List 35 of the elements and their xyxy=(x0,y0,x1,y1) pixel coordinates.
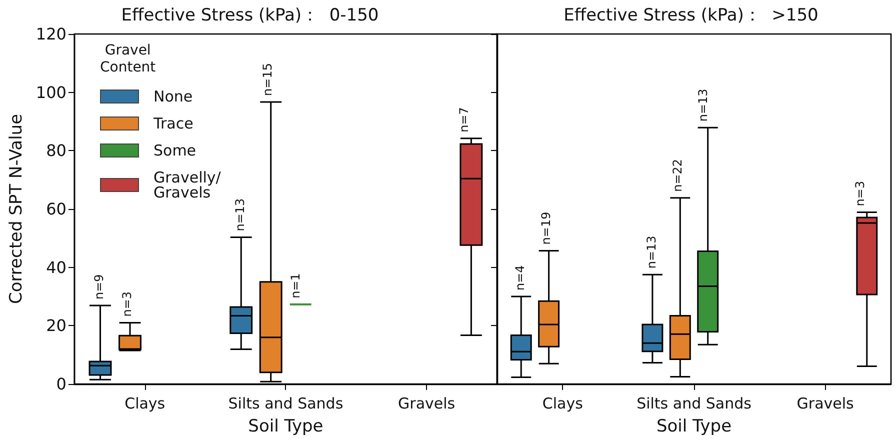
annotation: n=9 xyxy=(92,274,106,300)
annotation: n=7 xyxy=(456,107,471,132)
legend-label: Gravelly/ Gravels xyxy=(154,168,222,202)
annotation: n=15 xyxy=(260,63,275,96)
y-tick-label: 100 xyxy=(36,82,66,102)
x-tick-label: Silts and Sands xyxy=(228,394,344,412)
annotation: n=13 xyxy=(696,88,710,122)
annotation: n=1 xyxy=(288,273,302,298)
annotation: n=4 xyxy=(513,265,528,290)
x-tick-label: Gravels xyxy=(796,394,854,412)
y-tick-label: 60 xyxy=(46,200,66,218)
annotation: n=19 xyxy=(538,212,553,245)
x-tick-label: Clays xyxy=(542,394,584,412)
x-tick-label: Gravels xyxy=(398,394,456,412)
x-tick-label: Clays xyxy=(124,394,166,412)
annotation: n=13 xyxy=(644,236,658,269)
y-tick-label: 40 xyxy=(46,258,66,277)
annotation: n=3 xyxy=(120,291,134,317)
annotation: n=3 xyxy=(853,180,868,206)
chart-title: Effective Stress (kPa)： >150 xyxy=(564,6,818,26)
x-axis-title: Soil Type xyxy=(656,416,732,436)
chart-title: Effective Stress (kPa)： 0-150 xyxy=(121,6,379,26)
y-tick-label: 80 xyxy=(46,141,66,160)
legend-title: Gravel Content xyxy=(100,42,156,76)
y-axis-title: Corrected SPT N-Value xyxy=(6,114,26,304)
legend-label: Trace xyxy=(152,114,194,132)
x-tick-label: Silts and Sands xyxy=(636,394,752,412)
y-tick-label: 0 xyxy=(56,374,66,394)
x-axis-title: Soil Type xyxy=(248,416,324,436)
y-tick-label: 120 xyxy=(36,24,66,44)
annotation: n=13 xyxy=(233,198,248,232)
legend-label: None xyxy=(154,88,193,106)
y-tick-label: 20 xyxy=(46,316,66,336)
annotation: n=22 xyxy=(670,158,684,192)
legend-label: Some xyxy=(154,142,196,160)
